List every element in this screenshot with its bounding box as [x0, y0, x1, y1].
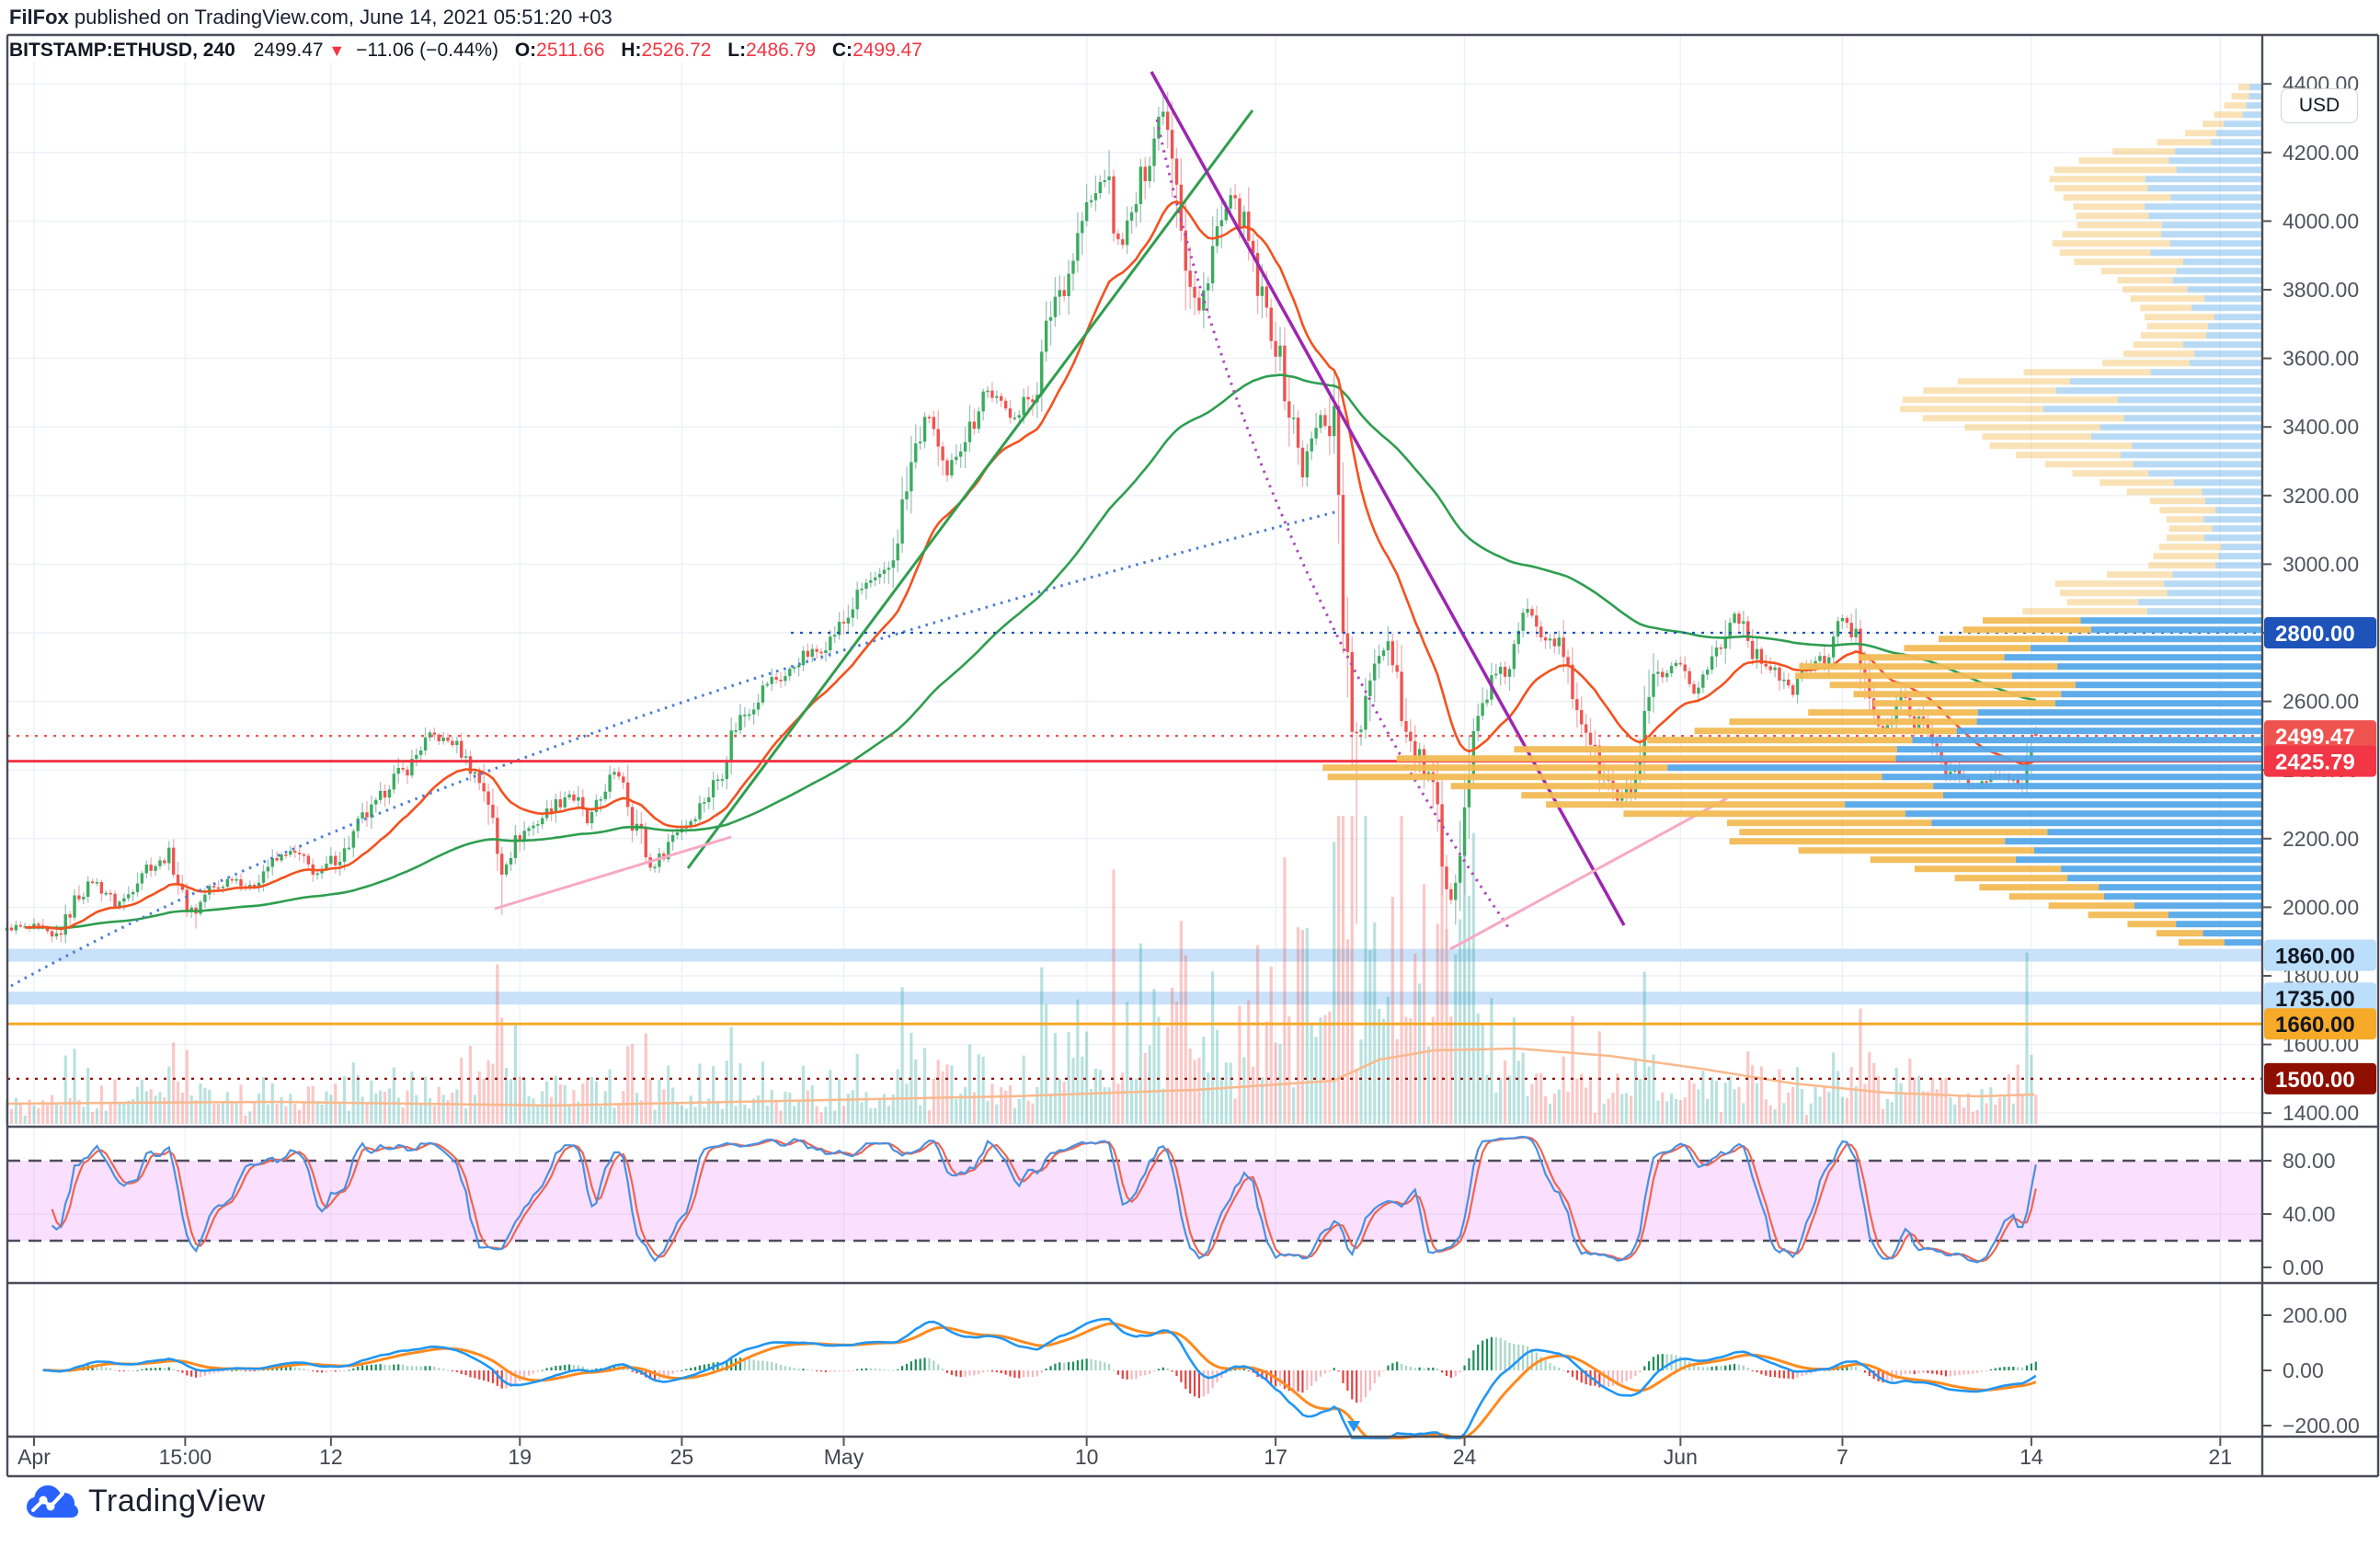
low-value: 2486.79 — [746, 40, 817, 61]
open-value: 2511.66 — [536, 40, 605, 61]
time-tick-label: May — [824, 1445, 864, 1469]
svg-text:0.00: 0.00 — [2283, 1255, 2324, 1279]
time-tick-label: 25 — [670, 1445, 694, 1469]
svg-text:3400.00: 3400.00 — [2283, 415, 2359, 439]
time-tick-label: 12 — [319, 1445, 343, 1469]
support-band — [7, 991, 2262, 1005]
author-name: FilFox — [9, 6, 69, 29]
down-arrow-marker — [1347, 1421, 1360, 1432]
volume-layer — [6, 816, 2038, 1124]
fast-ema-line — [25, 200, 2037, 931]
last-price: 2499.47 — [253, 40, 324, 61]
svg-text:0.00: 0.00 — [2283, 1358, 2324, 1382]
time-tick-label: 15:00 — [159, 1445, 212, 1469]
ascending-support-green — [686, 109, 1254, 869]
time-tick-label: 21 — [2209, 1445, 2233, 1469]
price-change: −11.06 (−0.44%) — [356, 40, 498, 61]
svg-text:1400.00: 1400.00 — [2283, 1101, 2359, 1125]
svg-text:2425.79: 2425.79 — [2275, 751, 2355, 775]
svg-text:2200.00: 2200.00 — [2283, 827, 2359, 851]
svg-text:1735.00: 1735.00 — [2275, 987, 2355, 1012]
svg-text:2800.00: 2800.00 — [2275, 622, 2355, 647]
high-value: 2526.72 — [641, 40, 712, 61]
high-label: H: — [621, 40, 642, 61]
slow-ema-line — [25, 373, 2036, 930]
svg-text:3800.00: 3800.00 — [2283, 278, 2359, 302]
pane-borders — [6, 33, 2380, 1478]
june-pink-support — [1449, 796, 1728, 951]
publish-header: FilFox published on TradingView.com, Jun… — [9, 6, 612, 29]
macd-line — [42, 1317, 2037, 1439]
trendlines-layer — [10, 71, 1728, 988]
tradingview-logo[interactable]: TradingView — [26, 1483, 266, 1519]
publish-info: published on TradingView.com, June 14, 2… — [68, 6, 612, 29]
svg-text:1500.00: 1500.00 — [2275, 1068, 2355, 1093]
symbol-title: BITSTAMP:ETHUSD, 240 — [9, 40, 235, 61]
support-band — [7, 948, 2262, 962]
crash-path-purple-dotted — [1155, 119, 1510, 928]
macd-pane — [41, 1317, 2037, 1440]
time-tick-label: Jun — [1664, 1445, 1698, 1469]
svg-text:3600.00: 3600.00 — [2283, 347, 2359, 371]
low-label: L: — [727, 40, 747, 61]
symbol-legend: BITSTAMP:ETHUSD, 240 2499.47 ▼ −11.06 (−… — [9, 39, 928, 63]
time-tick-label: 7 — [1836, 1445, 1848, 1469]
long-term-blue-dotted — [10, 510, 1339, 988]
volume-ma-line — [6, 1047, 2035, 1107]
price-scale: 1400.001600.001800.002000.002200.002400.… — [2262, 72, 2376, 1438]
svg-text:4000.00: 4000.00 — [2283, 209, 2359, 233]
time-tick-label: Apr — [17, 1445, 51, 1469]
support-bands-layer — [7, 948, 2262, 1005]
svg-text:40.00: 40.00 — [2283, 1202, 2336, 1226]
time-tick-label: 19 — [509, 1445, 532, 1469]
time-tick-label: 10 — [1075, 1445, 1099, 1469]
svg-text:3200.00: 3200.00 — [2283, 484, 2359, 508]
april-pink-support — [494, 835, 732, 911]
macd-signal-line — [42, 1322, 2037, 1440]
svg-text:4200.00: 4200.00 — [2283, 141, 2359, 165]
open-label: O: — [514, 40, 537, 61]
svg-text:−200.00: −200.00 — [2283, 1414, 2360, 1438]
cloud-logo-icon — [27, 1485, 78, 1518]
time-tick-label: 17 — [1264, 1445, 1287, 1469]
stoch-k-line — [51, 1135, 2037, 1264]
svg-text:200.00: 200.00 — [2283, 1303, 2347, 1327]
svg-text:2000.00: 2000.00 — [2283, 895, 2359, 919]
close-label: C: — [831, 40, 853, 61]
candles-layer — [5, 91, 2038, 953]
time-axis: Apr 15:00 12 19 25 May 10 17 24 Jun 7 14 21 — [17, 1437, 2232, 1469]
svg-text:2600.00: 2600.00 — [2283, 690, 2359, 714]
moving-averages-layer — [25, 200, 2037, 931]
svg-text:1860.00: 1860.00 — [2275, 945, 2355, 969]
stochastic-pane — [7, 1135, 2262, 1264]
close-value: 2499.47 — [852, 40, 922, 61]
volume-profile-layer — [1322, 84, 2262, 946]
svg-text:1660.00: 1660.00 — [2275, 1013, 2355, 1037]
currency-toggle-button[interactable]: USD — [2281, 88, 2358, 123]
svg-text:3000.00: 3000.00 — [2283, 552, 2359, 576]
time-tick-label: 14 — [2020, 1445, 2043, 1469]
down-triangle-icon: ▼ — [328, 41, 346, 60]
time-tick-label: 24 — [1453, 1445, 1477, 1469]
logo-text: TradingView — [88, 1483, 266, 1518]
svg-text:80.00: 80.00 — [2283, 1149, 2336, 1173]
